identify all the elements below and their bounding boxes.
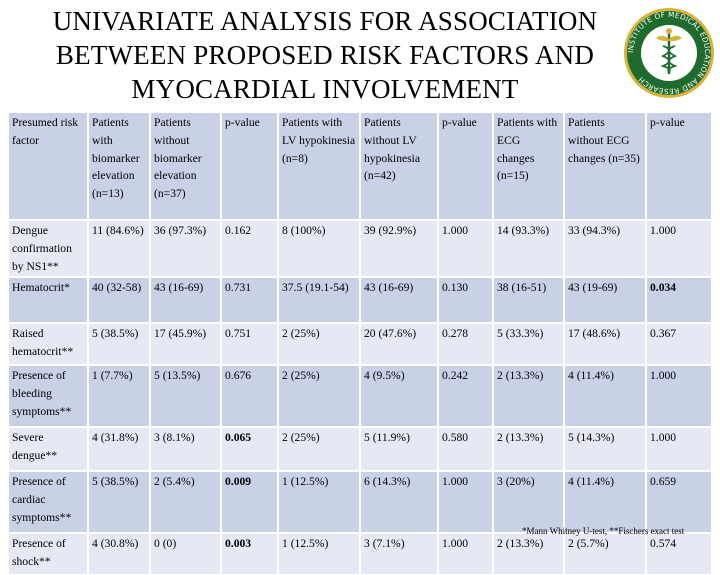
table-cell: 43 (16-69) <box>150 277 221 324</box>
table-cell: 11 (84.6%) <box>88 220 150 278</box>
row-label-cell: Severe dengue** <box>8 427 88 472</box>
header-biomarker-elevation: Patients with biomarker elevation (n=13) <box>88 112 150 220</box>
table-cell: 3 (20%) <box>493 471 564 534</box>
table-cell: 0.242 <box>438 365 493 428</box>
table-cell: 4 (31.8%) <box>88 427 150 472</box>
header-no-lv-hypokinesia: Patients without LV hypokinesia (n=42) <box>360 112 438 220</box>
table-cell: 14 (93.3%) <box>493 220 564 278</box>
risk-factor-table: Presumed risk factor Patients with bioma… <box>8 112 712 575</box>
header-no-ecg-changes: Patients without ECG changes (n=35) <box>564 112 646 220</box>
table-cell: 17 (45.9%) <box>150 323 221 366</box>
table-cell: 1.000 <box>438 471 493 534</box>
table-cell: 5 (33.3%) <box>493 323 564 366</box>
table-cell: 39 (92.9%) <box>360 220 438 278</box>
table-row: Severe dengue** 4 (31.8%) 3 (8.1%) 0.065 2 (… <box>8 427 712 472</box>
table-cell: 38 (16-51) <box>493 277 564 324</box>
header-risk-factor: Presumed risk factor <box>8 112 88 220</box>
table-cell: 0.676 <box>221 365 278 428</box>
table-cell: 5 (11.9%) <box>360 427 438 472</box>
table-cell: 0.162 <box>221 220 278 278</box>
table-row: Presence of bleeding symptoms** 1 (7.7%) 5… <box>8 365 712 428</box>
table-cell: 4 (11.4%) <box>564 471 646 534</box>
table-cell: 8 (100%) <box>278 220 360 278</box>
table-row: Presence of cardiac symptoms** 5 (38.5%) 2… <box>8 471 712 534</box>
table-cell: 0.367 <box>646 323 712 366</box>
table-cell: 4 (9.5%) <box>360 365 438 428</box>
table-cell: 1.000 <box>646 220 712 278</box>
table-cell: 2 (25%) <box>278 427 360 472</box>
header-p-value-biomarker: p-value <box>221 112 278 220</box>
row-label-cell: Hematocrit* <box>8 277 88 324</box>
institute-logo: INSTITUTE OF MEDICAL EDUCATION AND RESEA… <box>624 8 714 98</box>
table-cell: 2 (25%) <box>278 323 360 366</box>
table-cell: 0.751 <box>221 323 278 366</box>
table-row: Dengue confirmation by NS1** 11 (84.6%) 36… <box>8 220 712 278</box>
table-cell: 43 (19-69) <box>564 277 646 324</box>
table-cell: 37.5 (19.1-54) <box>278 277 360 324</box>
table-cell: 1 (12.5%) <box>278 471 360 534</box>
table-cell: 6 (14.3%) <box>360 471 438 534</box>
table-cell: 2 (13.3%) <box>493 427 564 472</box>
table-cell: 0.278 <box>438 323 493 366</box>
table-cell: 5 (38.5%) <box>88 323 150 366</box>
table-cell: 43 (16-69) <box>360 277 438 324</box>
title-line-2: BETWEEN PROPOSED RISK FACTORS AND <box>55 40 595 70</box>
slide-title: UNIVARIATE ANALYSIS FOR ASSOCIATION BETW… <box>0 4 650 106</box>
table-cell: 5 (13.5%) <box>150 365 221 428</box>
table-cell: 33 (94.3%) <box>564 220 646 278</box>
table-cell: 2 (5.4%) <box>150 471 221 534</box>
table-cell: 0.130 <box>438 277 493 324</box>
header-p-value-ecg: p-value <box>646 112 712 220</box>
table-cell: 0.034 <box>646 277 712 324</box>
header-no-biomarker-elevation: Patients without biomarker elevation (n=… <box>150 112 221 220</box>
table-cell: 2 (25%) <box>278 365 360 428</box>
table-cell: 4 (11.4%) <box>564 365 646 428</box>
table-cell: 17 (48.6%) <box>564 323 646 366</box>
table-row: Raised hematocrit** 5 (38.5%) 17 (45.9%) 0.… <box>8 323 712 366</box>
table-cell: 2 (13.3%) <box>493 365 564 428</box>
table-cell: 0.065 <box>221 427 278 472</box>
table-cell: 20 (47.6%) <box>360 323 438 366</box>
row-label-cell: Presence of cardiac symptoms** <box>8 471 88 534</box>
table-header-row: Presumed risk factor Patients with bioma… <box>8 112 712 220</box>
header-ecg-changes: Patients with ECG changes (n=15) <box>493 112 564 220</box>
table-cell: 1.000 <box>646 427 712 472</box>
row-label-cell: Dengue confirmation by NS1** <box>8 220 88 278</box>
table-cell: 0.659 <box>646 471 712 534</box>
row-label-cell: Raised hematocrit** <box>8 323 88 366</box>
header-p-value-lv: p-value <box>438 112 493 220</box>
table-cell: 1.000 <box>646 365 712 428</box>
table-cell: 1.000 <box>438 220 493 278</box>
table-cell: 36 (97.3%) <box>150 220 221 278</box>
table-cell: 5 (38.5%) <box>88 471 150 534</box>
table-cell: 40 (32-58) <box>88 277 150 324</box>
table-cell: 0.009 <box>221 471 278 534</box>
table-cell: 0.580 <box>438 427 493 472</box>
header-lv-hypokinesia: Patients with LV hypokinesia (n=8) <box>278 112 360 220</box>
footnote: *Mann Whitney U-test, **Fischers exact t… <box>522 526 685 536</box>
table-row: Hematocrit* 40 (32-58) 43 (16-69) 0.731 37.5… <box>8 277 712 324</box>
table-cell: 3 (8.1%) <box>150 427 221 472</box>
row-label-cell: Presence of bleeding symptoms** <box>8 365 88 428</box>
title-line-1: UNIVARIATE ANALYSIS FOR ASSOCIATION <box>52 6 598 36</box>
table-cell: 0.731 <box>221 277 278 324</box>
caduceus-icon <box>656 28 682 74</box>
title-line-3: MYOCARDIAL INVOLVEMENT <box>131 74 519 104</box>
table-cell: 1 (7.7%) <box>88 365 150 428</box>
table-cell: 5 (14.3%) <box>564 427 646 472</box>
